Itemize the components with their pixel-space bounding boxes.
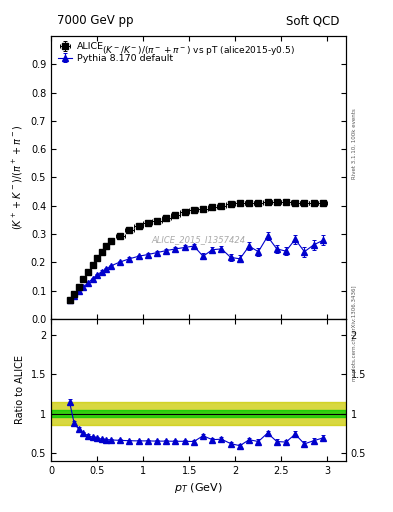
Text: Soft QCD: Soft QCD bbox=[286, 14, 340, 27]
Text: mcplots.cern.ch [arXiv:1306.3436]: mcplots.cern.ch [arXiv:1306.3436] bbox=[352, 285, 357, 380]
Text: 7000 GeV pp: 7000 GeV pp bbox=[57, 14, 134, 27]
Legend: ALICE, Pythia 8.170 default: ALICE, Pythia 8.170 default bbox=[56, 40, 174, 65]
Bar bbox=[51, 402, 346, 425]
Y-axis label: Ratio to ALICE: Ratio to ALICE bbox=[15, 355, 25, 424]
Bar bbox=[51, 411, 346, 417]
Text: ALICE_2015_I1357424: ALICE_2015_I1357424 bbox=[151, 236, 246, 244]
Y-axis label: $(K^++K^-)/(\pi^++\pi^-)$: $(K^++K^-)/(\pi^++\pi^-)$ bbox=[11, 125, 25, 230]
Text: Rivet 3.1.10, 100k events: Rivet 3.1.10, 100k events bbox=[352, 108, 357, 179]
X-axis label: $p_T$ (GeV): $p_T$ (GeV) bbox=[174, 481, 223, 495]
Text: $(K^-/K^-)/(\pi^-+\pi^-)$ vs pT (alice2015-y0.5): $(K^-/K^-)/(\pi^-+\pi^-)$ vs pT (alice20… bbox=[102, 45, 295, 57]
